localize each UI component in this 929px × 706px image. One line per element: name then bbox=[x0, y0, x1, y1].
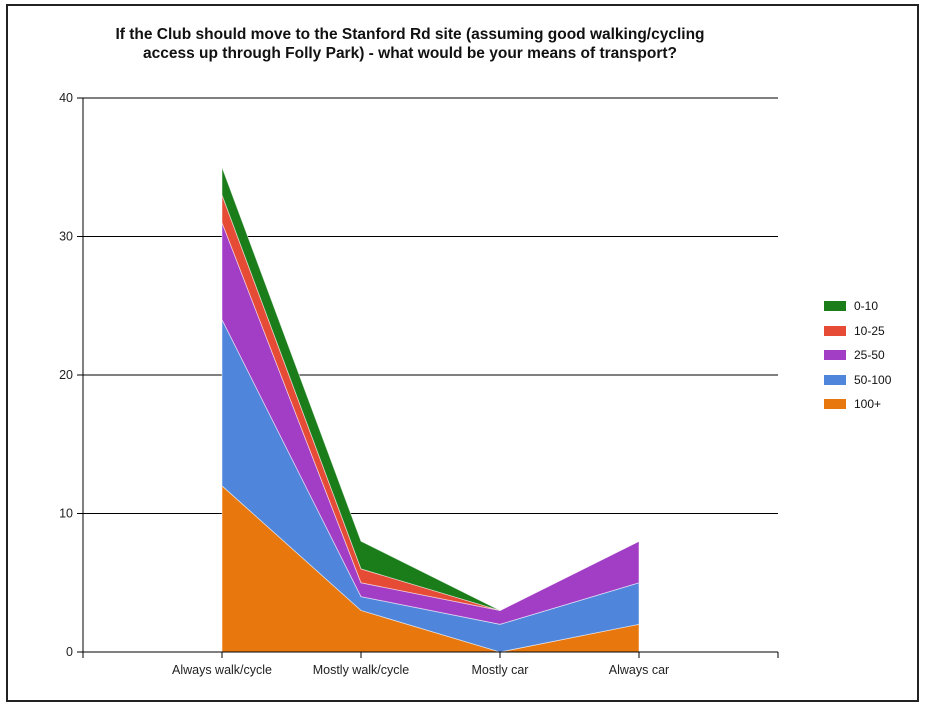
legend-item: 100+ bbox=[824, 392, 891, 417]
y-tick-label: 20 bbox=[59, 368, 73, 382]
x-tick-label: Always car bbox=[609, 663, 669, 677]
legend-label: 100+ bbox=[854, 397, 882, 412]
x-tick-label: Always walk/cycle bbox=[172, 663, 272, 677]
chart-frame bbox=[6, 4, 919, 702]
chart-title: If the Club should move to the Stanford … bbox=[0, 25, 820, 63]
y-tick-label: 30 bbox=[59, 230, 73, 244]
chart-title-line-2: access up through Folly Park) - what wou… bbox=[143, 45, 677, 62]
legend-item: 25-50 bbox=[824, 343, 891, 368]
legend-item: 10-25 bbox=[824, 319, 891, 344]
legend-item: 0-10 bbox=[824, 294, 891, 319]
legend-label: 10-25 bbox=[854, 323, 885, 338]
area-series-0-10 bbox=[221, 167, 640, 611]
legend-swatch bbox=[824, 301, 846, 312]
x-tick-label: Mostly car bbox=[472, 663, 529, 677]
legend-swatch bbox=[824, 350, 846, 361]
x-tick-label: Mostly walk/cycle bbox=[313, 663, 410, 677]
y-tick-label: 40 bbox=[59, 91, 73, 105]
chart-legend: 0-10 10-25 25-50 50-100 100+ bbox=[824, 294, 891, 417]
legend-label: 0-10 bbox=[854, 299, 879, 314]
chart-title-line-1: If the Club should move to the Stanford … bbox=[115, 26, 705, 43]
legend-label: 50-100 bbox=[854, 372, 892, 387]
legend-swatch bbox=[824, 399, 846, 410]
legend-label: 25-50 bbox=[854, 348, 885, 363]
y-tick-label: 0 bbox=[66, 645, 73, 659]
legend-item: 50-100 bbox=[824, 368, 891, 393]
legend-swatch bbox=[824, 374, 846, 385]
y-tick-label: 10 bbox=[59, 507, 73, 521]
legend-swatch bbox=[824, 325, 846, 336]
